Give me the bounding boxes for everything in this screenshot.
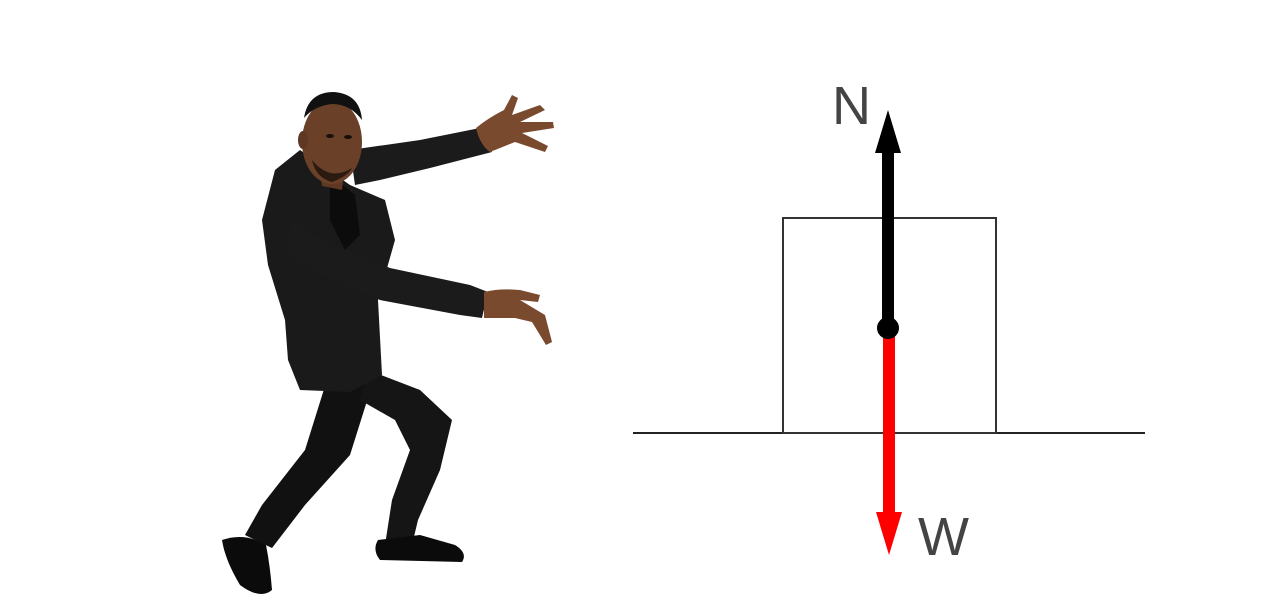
presenter-person-icon xyxy=(222,92,554,594)
weight-force-label: W xyxy=(918,507,969,567)
application-point xyxy=(877,317,899,339)
free-body-diagram: N W xyxy=(633,76,1145,567)
normal-force-label: N xyxy=(832,76,871,136)
normal-arrow xyxy=(875,110,901,328)
weight-arrow xyxy=(876,328,902,555)
